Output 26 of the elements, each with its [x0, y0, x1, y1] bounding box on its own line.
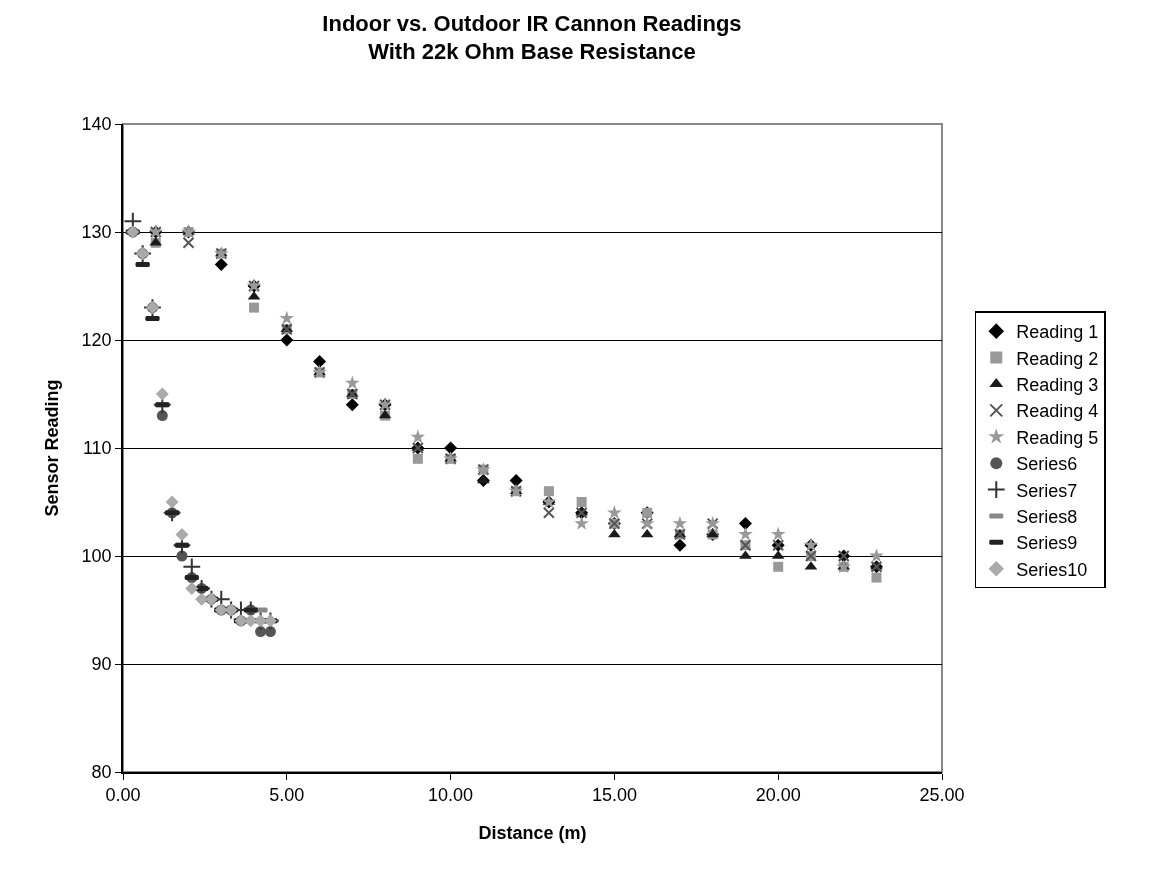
y-tick-label: 120 [81, 330, 112, 351]
x-tick-label: 5.00 [269, 785, 305, 806]
legend-label: Reading 1 [1016, 322, 1099, 343]
x-axis-title: Distance (m) [478, 822, 587, 843]
y-tick-label: 100 [81, 546, 112, 567]
x-tick-label: 15.00 [591, 785, 637, 806]
legend-label: Series8 [1016, 506, 1078, 527]
legend-label: Series9 [1016, 533, 1078, 554]
legend-label: Reading 2 [1016, 348, 1099, 369]
legend-label: Series10 [1016, 559, 1088, 580]
y-tick-label: 80 [91, 762, 112, 783]
y-tick-label: 90 [91, 654, 112, 675]
x-tick-label: 10.00 [428, 785, 474, 806]
chart-title: Indoor vs. Outdoor IR Cannon Readings With 22k Ohm Base Resistance [322, 10, 742, 65]
legend-label: Series7 [1016, 480, 1078, 501]
x-tick-label: 20.00 [755, 785, 801, 806]
y-tick-label: 110 [82, 438, 112, 459]
legend-label: Reading 4 [1016, 401, 1099, 422]
legend-label: Reading 3 [1016, 374, 1099, 395]
legend-label: Reading 5 [1016, 427, 1099, 448]
x-tick-label: 25.00 [919, 785, 965, 806]
y-axis-title: Sensor Reading [42, 379, 63, 517]
y-tick-label: 140 [81, 114, 112, 135]
legend-label: Series6 [1016, 454, 1078, 475]
x-tick-label: 0.00 [105, 785, 141, 806]
y-tick-label: 130 [81, 222, 112, 243]
